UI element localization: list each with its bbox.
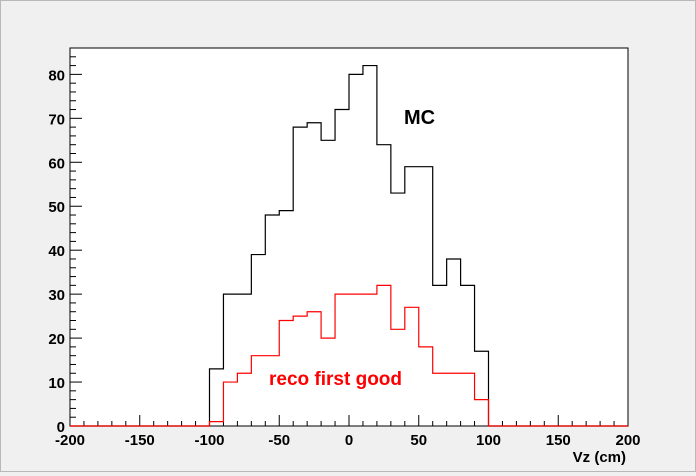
x-tick-label: 100	[476, 432, 501, 449]
y-tick-label: 40	[48, 243, 65, 260]
y-tick-label: 60	[48, 155, 65, 172]
y-tick-label: 10	[48, 375, 65, 392]
y-tick-label: 30	[48, 287, 65, 304]
series-reco-first-good-line	[70, 284, 628, 427]
y-tick-label: 0	[57, 419, 65, 436]
annotation-mc: MC	[404, 107, 435, 129]
x-tick-label: 50	[410, 432, 427, 449]
y-tick-label: 70	[48, 111, 65, 128]
x-tick-label: -50	[268, 432, 290, 449]
x-tick-label: 0	[345, 432, 353, 449]
x-tick-label: 150	[546, 432, 571, 449]
y-axis-ticks: 0 10 20 30 40 50 60 70 80	[48, 47, 82, 436]
series-layer	[70, 64, 628, 427]
y-tick-label: 50	[48, 199, 65, 216]
y-tick-label: 20	[48, 331, 65, 348]
plot-frame	[69, 47, 629, 427]
x-tick-label: -200	[55, 432, 85, 449]
x-tick-label: -150	[125, 432, 155, 449]
x-axis-label: Vz (cm)	[573, 449, 626, 466]
y-tick-label: 80	[48, 67, 65, 84]
x-tick-label: -100	[194, 432, 224, 449]
annotation-reco-first-good: reco first good	[269, 369, 402, 390]
x-tick-label: 200	[615, 432, 640, 449]
x-axis-ticks: -200 -150 -100 -50 0 50 100 150 200	[55, 415, 641, 449]
